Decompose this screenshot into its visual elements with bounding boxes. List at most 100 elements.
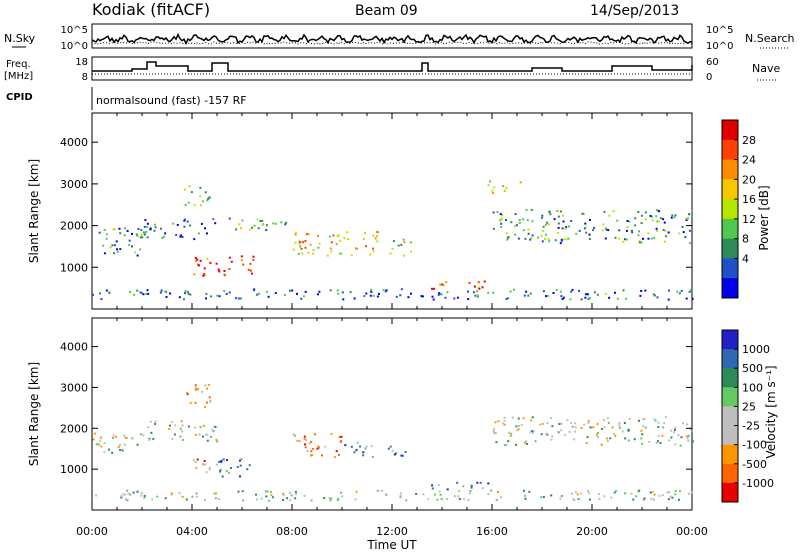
power-cell [184,203,187,206]
power-cell [562,238,565,241]
power-cell [355,247,357,250]
power-cell [432,298,435,301]
power-cell [146,222,149,225]
power-cell [668,289,670,292]
colorbar-tick-label: 20 [742,173,756,186]
power-cell [289,289,291,292]
power-cell [407,296,410,299]
vel-cell [143,495,146,497]
power-cell [656,230,659,232]
power-cell [570,290,573,293]
vel-cell [589,426,592,429]
vel-cell [532,430,535,433]
colorbar-swatch [722,444,738,465]
vel-cell [222,458,225,461]
vel-cell [236,466,239,468]
vel-cell [674,428,676,431]
vel-cell [440,498,443,500]
power-ytick-label: 1000 [60,261,88,274]
vel-cell [439,493,442,496]
power-cell [183,225,186,228]
vel-ytick-label: 4000 [60,341,88,354]
vel-cell [198,433,201,436]
vel-cell [509,434,512,437]
power-cell [612,210,615,213]
power-cell [614,291,616,294]
power-cell [537,236,539,239]
vel-cell [125,436,128,439]
power-cell [261,223,264,226]
vel-cell [359,445,362,448]
power-cell [625,297,627,300]
vel-cell [523,441,526,444]
vel-cell [151,498,154,501]
vel-cell [600,428,603,430]
power-cell [507,236,510,239]
power-cell [518,221,521,224]
vel-cell [303,494,306,497]
vel-cell [494,431,497,434]
power-cell [205,297,207,300]
vel-cell [468,492,471,495]
vel-cell [574,491,577,494]
power-cell [402,254,405,257]
power-cell [625,238,628,241]
vel-cell [503,420,506,422]
power-cell [618,229,621,232]
power-cell [499,213,502,216]
colorbar-swatch [722,368,738,388]
power-cell [200,204,203,207]
power-cell [655,227,658,230]
power-cell [123,234,126,237]
power-cell [330,250,333,253]
power-cell [284,223,287,226]
power-cell [594,291,596,294]
power-cell [517,237,520,240]
vel-cell [242,499,245,502]
x-tick-label: 12:00 [376,525,408,538]
vel-cell [658,494,661,497]
power-cell [175,233,178,236]
vel-cell [670,436,673,439]
power-cell [653,294,656,297]
power-cell [353,297,356,300]
power-cell [374,237,377,240]
power-cell [265,229,268,232]
power-cell [601,229,604,232]
vel-cell [560,422,563,425]
power-cell [671,214,674,217]
vel-cell [550,438,553,441]
power-cell [199,195,202,198]
power-cell [638,241,641,244]
power-cell [272,222,275,225]
power-cell [640,222,643,224]
power-cell [136,234,139,237]
power-cell [206,232,208,235]
vel-cell [239,464,242,467]
vel-cell [123,493,126,496]
power-cell [542,290,545,293]
power-cell [676,290,679,293]
power-cell [161,236,164,239]
vel-cell [186,391,189,394]
vel-cell [692,440,694,443]
power-cell [145,292,148,295]
vel-cell [638,489,641,492]
power-cell [603,210,606,213]
power-cell [637,234,640,237]
vel-cell [196,458,199,461]
vel-cell [311,447,314,450]
vel-cell [595,433,598,436]
power-cell [662,218,665,221]
power-cell [644,289,647,292]
vel-cell [181,439,184,441]
vel-cell [515,425,518,428]
vel-cell [686,423,689,426]
vel-cell [615,490,617,493]
vel-cell [289,491,292,494]
vel-cell [136,490,139,493]
power-cell [304,246,307,249]
power-cell [332,234,335,237]
power-cell [557,215,560,218]
power-cell [296,292,298,295]
